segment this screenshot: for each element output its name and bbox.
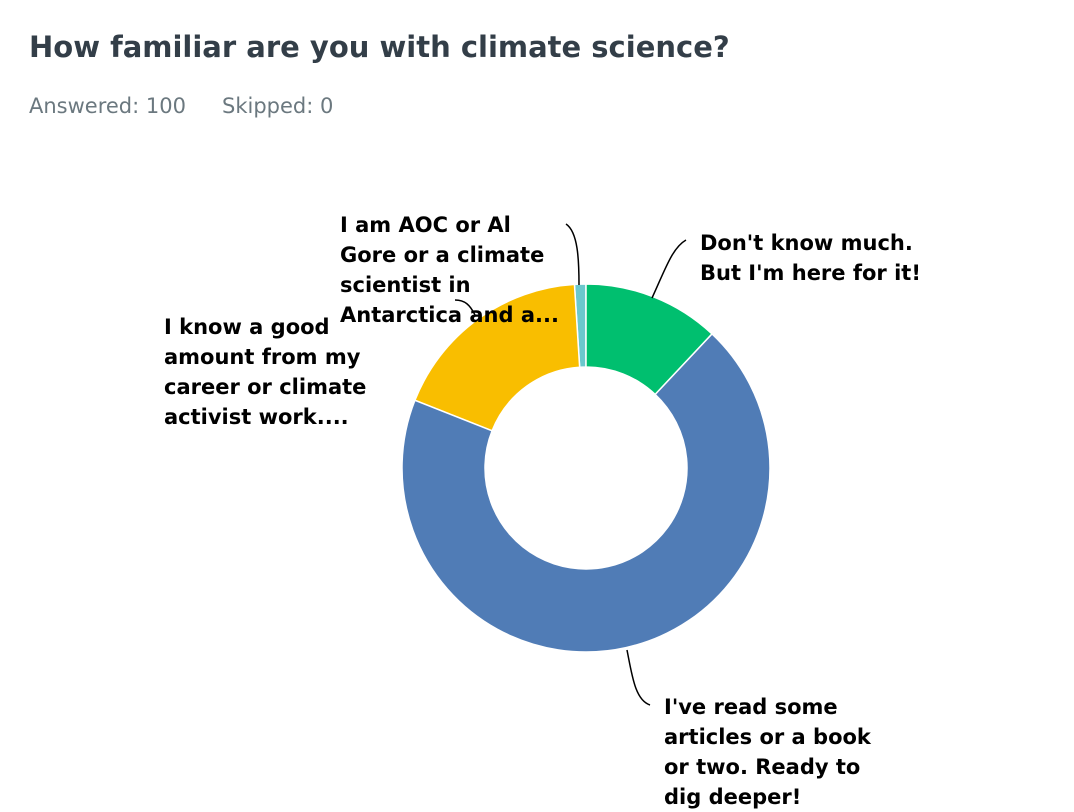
- leader-line: [626, 649, 651, 706]
- donut-slice: [401, 332, 771, 653]
- leader-line: [565, 223, 580, 286]
- slice-label: I know a good amount from my career or c…: [164, 315, 367, 429]
- leader-lines: [454, 223, 687, 706]
- slice-label: Don't know much. But I'm here for it!: [700, 231, 921, 285]
- stat: Answered: 100: [29, 94, 186, 118]
- stat-value: 0: [320, 94, 334, 118]
- leader-line: [454, 299, 476, 316]
- leader-line: [651, 239, 687, 299]
- slice-label: I am AOC or Al Gore or a climate scienti…: [340, 213, 559, 327]
- response-stats: Answered: 100 Skipped: 0: [29, 94, 369, 118]
- stat: Skipped: 0: [222, 94, 333, 118]
- stat-label: Answered:: [29, 94, 140, 118]
- chart-title: How familiar are you with climate scienc…: [29, 30, 730, 64]
- slice-label: I've read some articles or a book or two…: [664, 695, 871, 809]
- donut-slice: [413, 283, 581, 432]
- stat-value: 100: [145, 94, 186, 118]
- stat-label: Skipped:: [222, 94, 314, 118]
- donut-slice: [585, 283, 714, 396]
